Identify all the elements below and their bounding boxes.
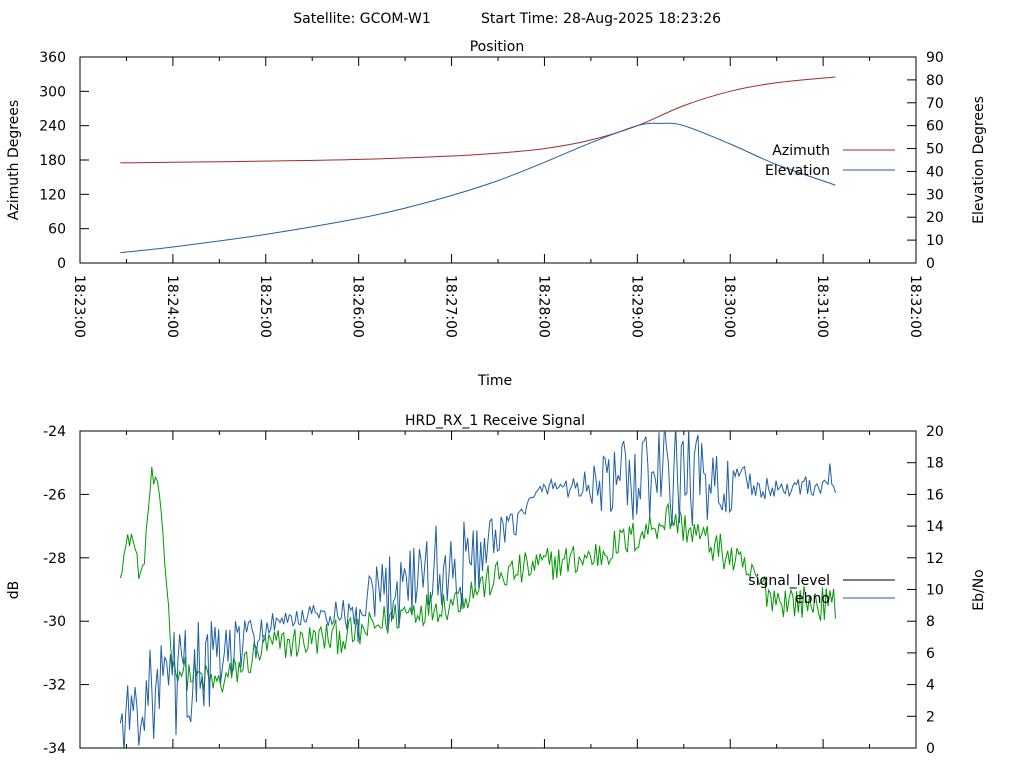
y2-tick-label: 90 <box>926 50 944 66</box>
series-line-Elevation <box>120 122 836 254</box>
signal-y2-axis-label: Eb/No <box>971 569 987 611</box>
position-y2-axis-label: Elevation Degrees <box>971 96 987 224</box>
x-tick-label: 18:23:00 <box>71 275 87 338</box>
legend-label-Elevation: Elevation <box>765 163 830 179</box>
y-tick-label: -30 <box>43 614 66 630</box>
y-tick-label: -26 <box>43 487 66 503</box>
y2-tick-label: 30 <box>926 187 944 203</box>
x-tick-label: 18:26:00 <box>350 275 366 338</box>
y-tick-label: 360 <box>39 50 66 66</box>
signal-y-axis-label: dB <box>6 581 22 600</box>
legend-label-signal_level: signal_level <box>748 573 830 589</box>
signal-chart-title: HRD_RX_1 Receive Signal <box>405 413 585 429</box>
legend-label-ebno: ebno <box>795 591 830 607</box>
x-tick-label: 18:31:00 <box>814 275 830 338</box>
position-chart-title: Position <box>470 39 525 55</box>
position-chart: Position Time Azimuth Degrees Elevation … <box>6 39 987 389</box>
y2-tick-label: 14 <box>926 519 944 535</box>
y-tick-label: 0 <box>57 256 66 272</box>
y2-tick-label: 6 <box>926 646 935 662</box>
y-tick-label: 60 <box>48 222 66 238</box>
y2-tick-label: 2 <box>926 709 935 725</box>
series-line-Azimuth <box>120 76 836 164</box>
x-tick-label: 18:29:00 <box>628 275 644 338</box>
y-tick-label: 180 <box>39 153 66 169</box>
x-tick-label: 18:32:00 <box>907 275 923 338</box>
plot-frame <box>79 56 917 264</box>
satellite-label: Satellite: GCOM-W1 <box>293 11 430 27</box>
y-tick-label: 120 <box>39 187 66 203</box>
y-tick-label: -24 <box>43 424 66 440</box>
y-tick-label: -34 <box>43 741 66 757</box>
x-tick-label: 18:28:00 <box>535 275 551 338</box>
y2-tick-label: 0 <box>926 256 935 272</box>
y-tick-label: 300 <box>39 84 66 100</box>
y2-tick-label: 80 <box>926 73 944 89</box>
position-x-axis-label: Time <box>477 373 512 389</box>
x-tick-label: 18:24:00 <box>164 275 180 338</box>
x-tick-label: 18:27:00 <box>443 275 459 338</box>
y2-tick-label: 16 <box>926 487 944 503</box>
start-time-label: Start Time: 28-Aug-2025 18:23:26 <box>481 11 721 27</box>
series-line-ebno <box>119 431 836 748</box>
y2-tick-label: 8 <box>926 614 935 630</box>
y2-tick-label: 60 <box>926 119 944 135</box>
y2-tick-label: 50 <box>926 142 944 158</box>
y2-tick-label: 12 <box>926 551 944 567</box>
x-tick-label: 18:30:00 <box>721 275 737 338</box>
y2-tick-label: 40 <box>926 164 944 180</box>
y2-tick-label: 70 <box>926 96 944 112</box>
x-tick-label: 18:25:00 <box>257 275 273 338</box>
y-tick-label: -28 <box>43 551 66 567</box>
y2-tick-label: 0 <box>926 741 935 757</box>
position-y-axis-label: Azimuth Degrees <box>6 100 22 220</box>
y2-tick-label: 20 <box>926 210 944 226</box>
series-line-signal_level <box>119 466 836 693</box>
legend-label-Azimuth: Azimuth <box>772 143 830 159</box>
y2-tick-label: 18 <box>926 456 944 472</box>
y2-tick-label: 4 <box>926 678 935 694</box>
y2-tick-label: 10 <box>926 583 944 599</box>
y2-tick-label: 10 <box>926 233 944 249</box>
receive-signal-chart: HRD_RX_1 Receive Signal dB Eb/No -34 -32 -… <box>6 413 987 757</box>
y-tick-label: 240 <box>39 119 66 135</box>
y-tick-label: -32 <box>43 678 66 694</box>
y2-tick-label: 20 <box>926 424 944 440</box>
